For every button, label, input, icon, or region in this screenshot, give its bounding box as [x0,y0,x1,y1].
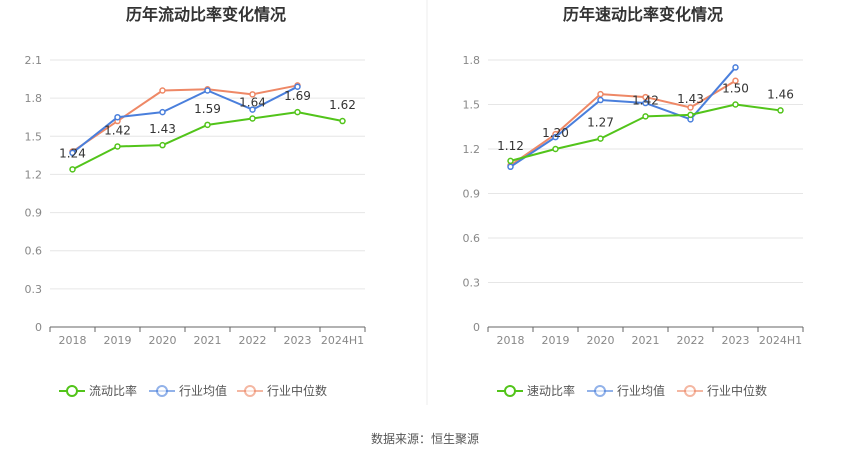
data-label: 1.27 [587,116,614,130]
y-tick-label: 0 [35,321,42,334]
y-tick-label: 1.2 [463,143,481,156]
data-point [159,87,166,94]
data-label: 1.59 [194,102,221,116]
data-point [642,99,649,107]
x-tick-label: 2019 [104,334,132,347]
data-point [642,113,649,120]
data-point [114,143,121,150]
y-tick-label: 1.8 [25,92,43,105]
legend-swatch-marker [594,385,606,397]
y-tick-label: 1.5 [463,99,481,112]
data-point [294,83,301,90]
y-tick-label: 1.5 [25,130,43,143]
y-tick-label: 0.9 [463,188,481,201]
data-point [204,87,211,94]
legend-swatch-marker [156,385,168,397]
legend-label: 行业中位数 [267,383,327,398]
data-point [507,157,514,165]
data-point [552,145,559,153]
x-tick-label: 2024H1 [759,334,802,347]
data-label: 1.50 [722,82,749,96]
x-tick-label: 2024H1 [321,334,364,347]
chart-title: 历年流动比率变化情况 [126,5,286,24]
legend-label: 速动比率 [527,383,575,398]
data-point [732,101,739,108]
x-tick-label: 2023 [284,334,312,347]
series-line-3 [509,79,737,167]
legend-swatch-marker [684,385,696,397]
data-point [732,64,739,71]
chart-1: 历年流动比率变化情况 0 0.3 0.6 0.9 1.2 1.5 1.8 2.1 2018 2019… [25,5,366,398]
legend-label: 行业均值 [179,383,227,398]
data-label: 1.42 [632,93,659,107]
x-tick-label: 2021 [194,334,222,347]
data-point [552,133,559,141]
data-point [159,141,166,149]
data-label: 1.24 [59,146,86,160]
data-label: 1.43 [149,122,176,136]
data-label: 1.46 [767,87,794,101]
data-point [249,91,256,98]
series-line-3 [71,84,298,153]
data-point [69,166,76,173]
y-tick-label: 1.8 [463,54,481,67]
data-point [597,96,604,104]
data-point [597,90,604,98]
data-label: 1.62 [329,98,356,112]
data-point [294,108,301,116]
y-tick-label: 0.9 [25,207,43,220]
x-tick-label: 2020 [149,334,177,347]
y-tick-label: 0.6 [463,232,481,245]
x-tick-label: 2018 [497,334,525,347]
x-tick-label: 2021 [632,334,660,347]
y-tick-label: 0.3 [25,283,43,296]
legend-swatch-marker [504,385,516,397]
data-point [642,93,649,101]
data-point [597,135,604,142]
x-tick-label: 2019 [542,334,570,347]
data-point [249,106,256,113]
series-line-2 [71,85,298,154]
data-label: 1.20 [542,126,569,140]
data-point [339,117,346,125]
y-tick-label: 1.2 [25,168,43,181]
legend-label: 流动比率 [89,383,137,398]
data-label: 1.42 [104,123,131,137]
chart-2: 历年速动比率变化情况 0 0.3 0.6 0.9 1.2 1.5 1.8 2018 2019 202… [463,5,804,398]
y-tick-label: 2.1 [25,54,43,67]
data-point [204,121,211,129]
x-tick-label: 2022 [677,334,705,347]
series-line-2 [509,66,737,168]
data-label: 1.12 [497,139,524,153]
data-point [69,149,76,157]
chart-title: 历年速动比率变化情况 [563,5,723,24]
data-point [687,104,694,111]
data-label: 1.43 [677,92,704,106]
data-source-label: 数据来源：恒生聚源 [371,431,479,446]
data-point [159,108,166,116]
legend-swatch-marker [66,385,78,397]
y-tick-label: 0.6 [25,245,43,258]
data-point [249,115,256,122]
y-tick-label: 0.3 [463,277,481,290]
legend-label: 行业中位数 [707,383,767,398]
data-label: 1.69 [284,89,311,103]
data-point [687,111,694,119]
data-label: 1.64 [239,95,266,109]
x-tick-label: 2018 [59,334,87,347]
data-point [732,77,739,85]
y-tick-label: 0 [473,321,480,334]
x-tick-label: 2022 [239,334,267,347]
legend-swatch-marker [244,385,256,397]
x-tick-label: 2020 [587,334,615,347]
data-point [777,107,784,114]
x-tick-label: 2023 [722,334,750,347]
data-point [114,113,121,121]
data-point [507,163,514,171]
legend-label: 行业均值 [617,383,665,398]
